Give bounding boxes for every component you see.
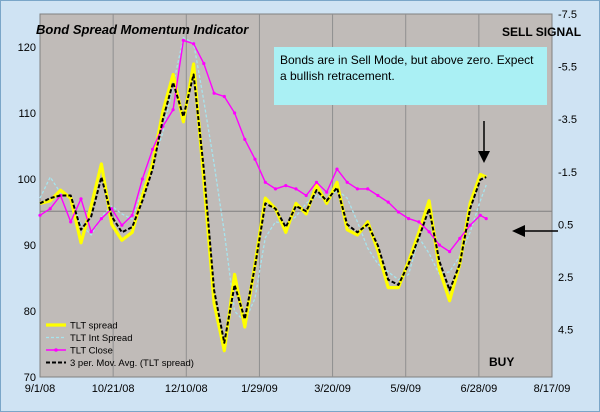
right-tick-label: 4.5 bbox=[558, 325, 573, 337]
x-tick-label: 3/20/09 bbox=[314, 383, 351, 395]
legend-label: 3 per. Mov. Avg. (TLT spread) bbox=[70, 358, 194, 369]
series-point bbox=[376, 193, 380, 198]
left-tick-label: 120 bbox=[18, 42, 36, 54]
left-tick-label: 70 bbox=[24, 372, 36, 384]
series-point bbox=[69, 220, 73, 224]
series-point bbox=[48, 207, 52, 211]
legend-marker bbox=[54, 348, 58, 352]
right-tick-label: 2.5 bbox=[558, 272, 573, 284]
series-point bbox=[335, 167, 339, 171]
series-point bbox=[151, 147, 155, 151]
chart-title: Bond Spread Momentum Indicator bbox=[36, 22, 249, 37]
x-tick-label: 8/17/09 bbox=[534, 383, 571, 395]
note-box bbox=[274, 47, 547, 105]
series-line-3 bbox=[39, 73, 487, 344]
series-point bbox=[484, 217, 488, 221]
series-point bbox=[407, 217, 411, 221]
buy-label: BUY bbox=[489, 355, 514, 369]
series-point bbox=[222, 94, 226, 99]
right-tick-label: -3.5 bbox=[558, 114, 577, 126]
series-point bbox=[202, 61, 206, 66]
series-point bbox=[345, 180, 349, 184]
series-point bbox=[140, 177, 144, 181]
series-point bbox=[79, 197, 83, 201]
right-tick-label: -7.5 bbox=[558, 9, 577, 21]
x-axis-ticks: 9/1/08 10/21/08 12/10/08 1/29/09 3/20/09 5/9/… bbox=[25, 383, 571, 395]
series-point bbox=[325, 190, 329, 194]
series-point bbox=[396, 210, 400, 214]
series-layer bbox=[38, 37, 488, 353]
x-tick-label: 10/21/08 bbox=[92, 383, 135, 395]
series-point bbox=[89, 230, 93, 234]
series-point bbox=[386, 200, 390, 204]
legend-label: TLT Close bbox=[70, 346, 113, 357]
legend-label: TLT spread bbox=[70, 321, 118, 332]
series-point bbox=[233, 111, 237, 115]
series-point bbox=[253, 157, 257, 161]
series-line-0 bbox=[39, 62, 487, 353]
left-tick-label: 90 bbox=[24, 240, 36, 252]
right-tick-label: -1.5 bbox=[558, 167, 577, 179]
left-axis-ticks: 70 80 90 100 110 120 bbox=[18, 42, 36, 384]
series-point bbox=[99, 217, 103, 221]
sell-arrow bbox=[478, 121, 490, 163]
x-tick-label: 12/10/08 bbox=[165, 383, 208, 395]
sell-signal-label: SELL SIGNAL bbox=[502, 25, 581, 39]
left-tick-label: 100 bbox=[18, 174, 36, 186]
series-point bbox=[437, 243, 441, 247]
zero-arrow bbox=[512, 225, 558, 237]
series-point bbox=[130, 213, 134, 217]
series-point bbox=[192, 42, 196, 46]
series-line-1 bbox=[39, 37, 487, 323]
x-tick-label: 9/1/08 bbox=[25, 383, 56, 395]
series-point bbox=[304, 193, 308, 198]
series-point bbox=[478, 213, 482, 217]
series-point bbox=[314, 180, 319, 184]
x-tick-label: 1/29/09 bbox=[241, 383, 278, 395]
note-line-2: a bullish retracement. bbox=[280, 69, 395, 83]
series-point bbox=[212, 91, 216, 95]
series-point bbox=[263, 180, 267, 184]
series-point bbox=[38, 213, 42, 217]
series-point bbox=[284, 184, 288, 188]
series-point bbox=[171, 108, 175, 112]
legend-label: TLT Int Spread bbox=[70, 333, 133, 344]
series-point bbox=[468, 223, 472, 227]
note-line-1: Bonds are in Sell Mode, but above zero. … bbox=[280, 53, 534, 67]
series-point bbox=[427, 230, 431, 234]
series-point bbox=[355, 187, 359, 191]
series-point bbox=[448, 250, 452, 254]
series-point bbox=[458, 236, 462, 240]
series-point bbox=[243, 137, 247, 141]
left-tick-label: 80 bbox=[24, 306, 36, 318]
series-point bbox=[417, 220, 421, 224]
series-point bbox=[366, 187, 370, 191]
right-tick-label: 0.5 bbox=[558, 219, 573, 231]
right-axis-ticks: -7.5 -5.5 -3.5 -1.5 0.5 2.5 4.5 bbox=[558, 9, 577, 337]
right-tick-label: -5.5 bbox=[558, 62, 577, 74]
series-point bbox=[181, 38, 185, 43]
series-point bbox=[120, 223, 124, 227]
left-tick-label: 110 bbox=[18, 108, 36, 120]
x-tick-label: 5/9/09 bbox=[390, 383, 421, 395]
series-point bbox=[273, 187, 278, 191]
series-point bbox=[294, 187, 298, 191]
x-tick-label: 6/28/09 bbox=[461, 383, 498, 395]
